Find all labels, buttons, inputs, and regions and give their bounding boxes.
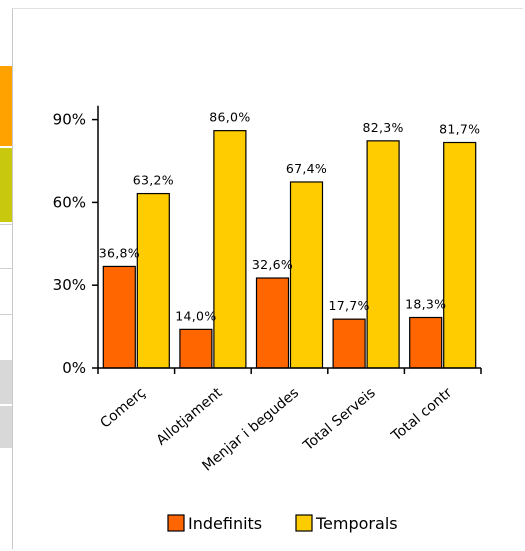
bars bbox=[102, 130, 477, 369]
legend-swatch-indefinits bbox=[167, 514, 185, 532]
strip-grey-2 bbox=[0, 406, 12, 448]
data-label: 14,0% bbox=[175, 308, 216, 323]
strip-orange bbox=[0, 66, 12, 146]
category-label: Total Serveis bbox=[300, 385, 379, 455]
data-label: 81,7% bbox=[439, 122, 480, 137]
strip-olive bbox=[0, 148, 12, 222]
data-label: 32,6% bbox=[252, 257, 293, 272]
strip-grey-1 bbox=[0, 360, 12, 404]
bar-indefinits bbox=[255, 277, 290, 369]
legend-label-temporals: Temporals bbox=[315, 514, 398, 533]
data-label: 82,3% bbox=[362, 120, 403, 135]
bar-indefinits bbox=[409, 316, 443, 369]
strip-row-1 bbox=[0, 224, 12, 269]
bar-indefinits bbox=[332, 318, 366, 369]
bar-temporals bbox=[136, 192, 170, 369]
category-label: Total contr bbox=[388, 385, 456, 445]
bar-temporals bbox=[443, 141, 477, 369]
bar-temporals bbox=[289, 181, 324, 369]
y-tick-label: 30% bbox=[53, 276, 86, 294]
bar-temporals bbox=[213, 130, 247, 369]
category-label: Allotjament bbox=[154, 384, 226, 448]
legend-swatch-temporals bbox=[295, 514, 313, 532]
strip-row-2 bbox=[0, 268, 12, 315]
y-tick-label: 90% bbox=[53, 111, 86, 129]
bar-indefinits bbox=[179, 328, 213, 369]
strip-row-3 bbox=[0, 314, 12, 361]
data-label: 18,3% bbox=[405, 296, 446, 311]
data-label: 17,7% bbox=[328, 298, 369, 313]
bar-indefinits bbox=[102, 265, 136, 369]
bar-temporals bbox=[366, 140, 400, 369]
data-label: 63,2% bbox=[133, 173, 174, 188]
category-label: Comerç bbox=[97, 385, 148, 432]
y-tick-label: 0% bbox=[62, 359, 86, 377]
y-axis: 0% 30% 60% 90% bbox=[53, 105, 99, 377]
legend: Indefinits Temporals bbox=[167, 514, 398, 533]
data-label: 36,8% bbox=[99, 245, 140, 260]
data-label: 86,0% bbox=[209, 110, 250, 125]
data-labels: 36,8% 63,2% 14,0% 86,0% 32,6% 67,4% 17,7% 82,3%… bbox=[99, 110, 480, 324]
legend-label-indefinits: Indefinits bbox=[188, 514, 262, 533]
data-label: 67,4% bbox=[286, 161, 327, 176]
y-tick-label: 60% bbox=[53, 193, 86, 211]
